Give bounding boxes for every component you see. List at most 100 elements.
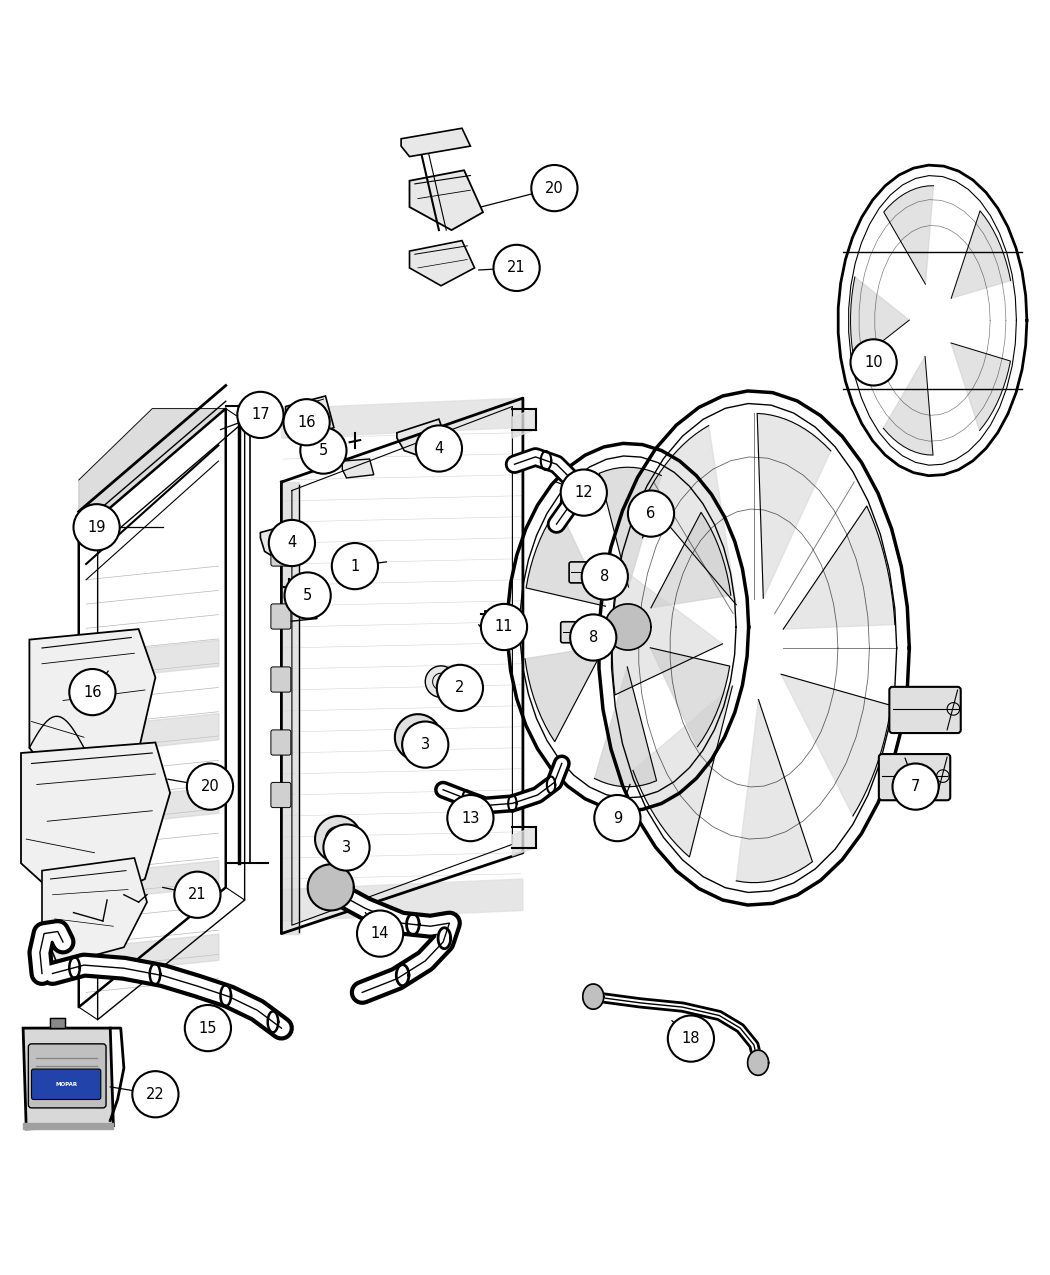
Polygon shape (397, 419, 446, 456)
Circle shape (284, 399, 330, 445)
Circle shape (531, 164, 578, 212)
Text: 6: 6 (647, 506, 655, 521)
Text: 11: 11 (495, 620, 513, 635)
Text: 13: 13 (461, 811, 480, 826)
Text: 14: 14 (371, 926, 390, 941)
Text: 5: 5 (319, 444, 328, 458)
Text: 18: 18 (681, 1031, 700, 1046)
Circle shape (570, 615, 616, 660)
Text: 21: 21 (188, 887, 207, 903)
Polygon shape (29, 629, 155, 797)
Polygon shape (512, 408, 536, 439)
Polygon shape (951, 343, 1010, 431)
Text: 17: 17 (251, 408, 270, 422)
Circle shape (332, 543, 378, 589)
Polygon shape (651, 513, 731, 608)
Polygon shape (281, 398, 523, 439)
Circle shape (892, 764, 939, 810)
Polygon shape (42, 858, 147, 965)
Polygon shape (781, 674, 891, 816)
Circle shape (594, 796, 640, 842)
Polygon shape (736, 700, 813, 882)
Text: MOPAR: MOPAR (55, 1082, 78, 1088)
Circle shape (269, 520, 315, 566)
Text: 19: 19 (87, 520, 106, 534)
Text: 9: 9 (613, 811, 622, 826)
Text: 16: 16 (83, 685, 102, 700)
Polygon shape (425, 666, 457, 697)
Circle shape (582, 553, 628, 599)
Polygon shape (405, 724, 430, 750)
Circle shape (447, 796, 494, 842)
Text: 10: 10 (864, 354, 883, 370)
Polygon shape (281, 878, 523, 921)
Polygon shape (401, 129, 470, 157)
Polygon shape (600, 467, 662, 586)
Circle shape (850, 339, 897, 385)
Polygon shape (884, 186, 933, 284)
Circle shape (285, 572, 331, 618)
Polygon shape (525, 646, 605, 742)
Text: 5: 5 (303, 588, 312, 603)
Circle shape (561, 469, 607, 515)
Text: 15: 15 (198, 1020, 217, 1035)
FancyBboxPatch shape (889, 687, 961, 733)
Circle shape (668, 1015, 714, 1062)
Polygon shape (757, 413, 831, 598)
Circle shape (628, 491, 674, 537)
Circle shape (185, 1005, 231, 1051)
Text: 3: 3 (342, 840, 351, 856)
Polygon shape (79, 408, 226, 534)
Text: 3: 3 (421, 737, 429, 752)
FancyBboxPatch shape (271, 667, 291, 692)
Polygon shape (605, 604, 651, 650)
Polygon shape (951, 210, 1011, 298)
FancyBboxPatch shape (561, 622, 590, 643)
Circle shape (74, 504, 120, 551)
Polygon shape (645, 426, 736, 604)
Text: 8: 8 (601, 569, 609, 584)
Polygon shape (315, 816, 361, 862)
Circle shape (300, 427, 346, 474)
FancyBboxPatch shape (271, 783, 291, 807)
Polygon shape (23, 1028, 113, 1128)
FancyBboxPatch shape (271, 729, 291, 755)
Polygon shape (410, 171, 483, 230)
Circle shape (357, 910, 403, 956)
Text: 20: 20 (545, 181, 564, 195)
Circle shape (174, 872, 220, 918)
Polygon shape (395, 714, 441, 760)
Text: 4: 4 (435, 441, 443, 456)
Circle shape (402, 722, 448, 768)
Polygon shape (286, 397, 334, 439)
FancyBboxPatch shape (271, 541, 291, 566)
Polygon shape (583, 984, 604, 1010)
Polygon shape (21, 742, 170, 913)
Polygon shape (512, 826, 536, 856)
Polygon shape (633, 686, 733, 857)
Circle shape (481, 604, 527, 650)
FancyBboxPatch shape (879, 754, 950, 801)
Polygon shape (23, 1122, 113, 1128)
Text: 12: 12 (574, 484, 593, 500)
Text: 22: 22 (146, 1086, 165, 1102)
FancyBboxPatch shape (271, 604, 291, 629)
Polygon shape (260, 521, 307, 560)
Polygon shape (50, 1017, 65, 1028)
Text: 7: 7 (911, 779, 920, 794)
Polygon shape (612, 567, 722, 695)
Text: 16: 16 (297, 414, 316, 430)
FancyBboxPatch shape (32, 1068, 101, 1099)
Polygon shape (594, 667, 656, 787)
Polygon shape (281, 482, 299, 933)
Polygon shape (308, 864, 354, 910)
Polygon shape (850, 277, 909, 363)
Polygon shape (650, 648, 730, 747)
Text: 8: 8 (589, 630, 597, 645)
FancyBboxPatch shape (28, 1044, 106, 1108)
Circle shape (237, 391, 284, 439)
Polygon shape (883, 357, 933, 455)
Polygon shape (281, 604, 317, 622)
Polygon shape (526, 507, 606, 606)
Circle shape (494, 245, 540, 291)
